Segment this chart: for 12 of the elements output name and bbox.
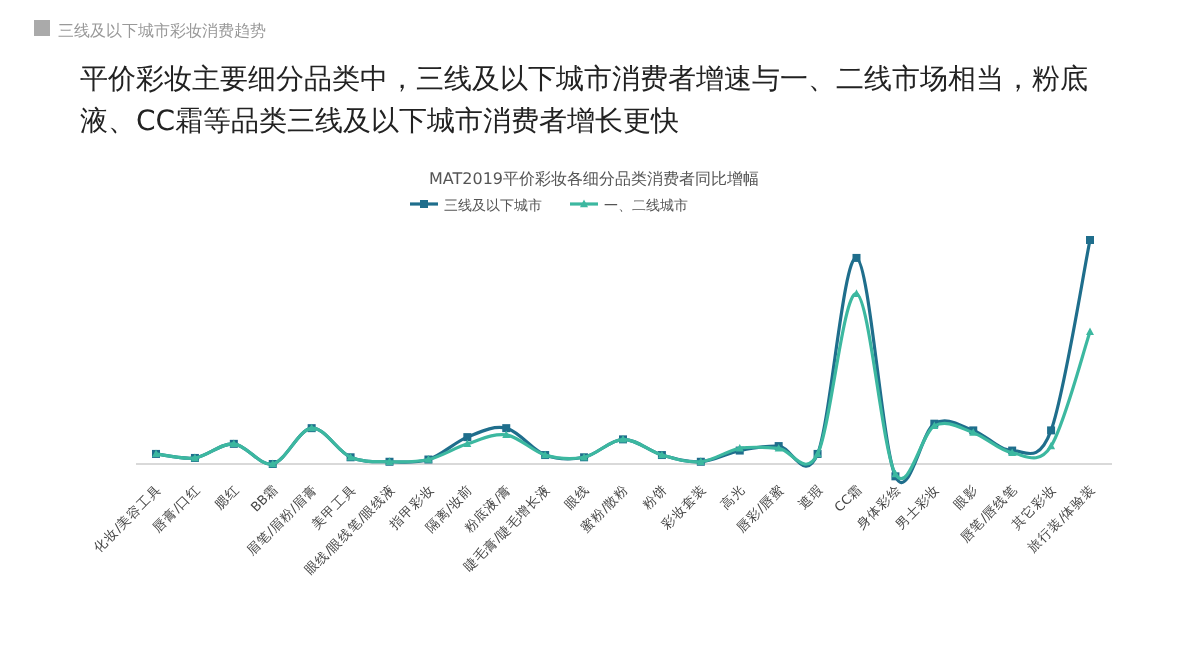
point [1047,426,1056,435]
point [502,430,511,439]
point [463,433,472,442]
chart-title: MAT2019平价彩妆各细分品类消费者同比增幅 [429,170,759,188]
point [1047,441,1056,450]
point [502,424,511,433]
point [1086,236,1094,244]
point [852,253,861,262]
point [1086,327,1094,336]
text: 平价彩妆主要细分品类中，三线及以下城市消费者增速与一、二线市场相当，粉底液、CC霜等品类三线及以下城市消费者增长更快 [80,62,1090,142]
text: 三线及以下城市彩妆消费趋势 [58,22,266,40]
point [463,439,472,448]
